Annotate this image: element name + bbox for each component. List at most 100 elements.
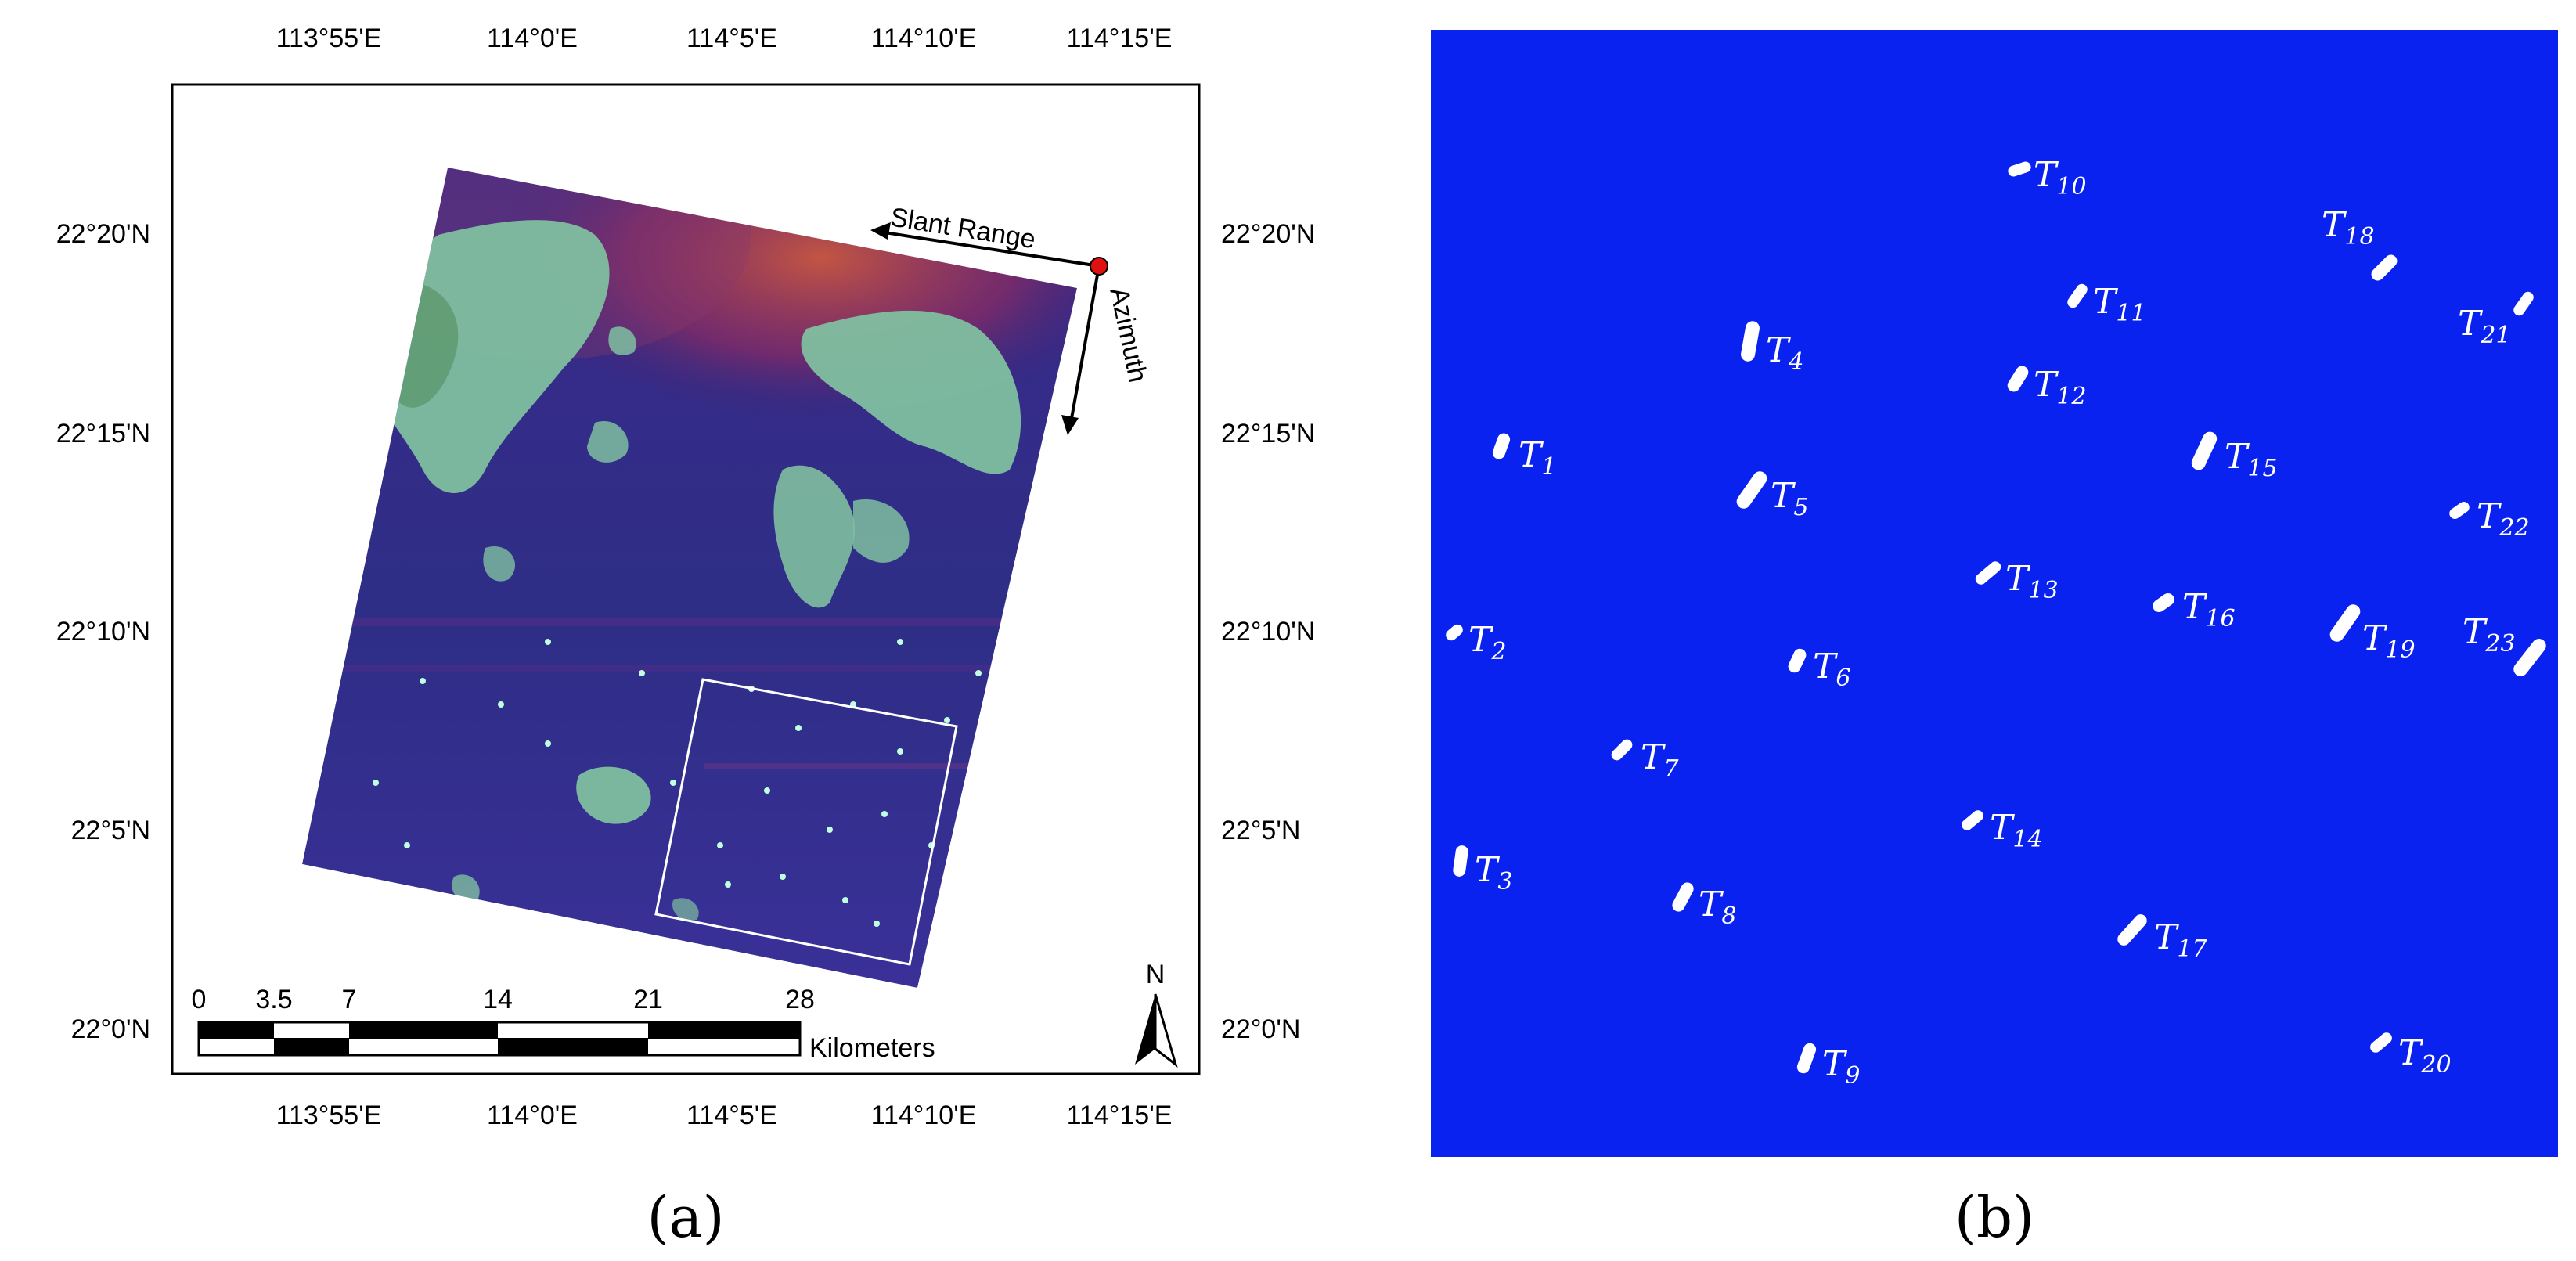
target-20: T20	[2370, 1032, 2452, 1079]
slant-range-arrow	[870, 222, 1100, 268]
lat-tick-left: 22°15'N	[56, 419, 150, 449]
target-label: T13	[2005, 559, 2059, 604]
satellite-origin-marker	[1090, 257, 1108, 276]
ship-blob	[2191, 431, 2218, 470]
azimuth-arrow	[1061, 265, 1101, 435]
target-label: T7	[1641, 737, 1679, 783]
scale-tick: 28	[785, 985, 815, 1014]
target-12: T12	[2007, 365, 2087, 410]
target-label: T11	[2093, 282, 2146, 327]
ship-blob	[2513, 291, 2534, 316]
ship-blob	[1446, 624, 1463, 641]
target-label: T9	[1822, 1044, 1860, 1090]
lon-tick-bottom: 114°10'E	[871, 1101, 977, 1130]
target-21: T21	[2458, 291, 2534, 349]
lat-tick-right: 22°10'N	[1221, 617, 1315, 647]
target-label: T21	[2458, 304, 2511, 349]
study-area-box	[654, 678, 958, 966]
north-arrow-icon	[1135, 993, 1178, 1068]
lon-tick-bottom: 113°55'E	[276, 1101, 382, 1130]
caption-a: (a)	[647, 1184, 724, 1250]
lon-tick-bottom: 114°0'E	[487, 1101, 578, 1130]
target-label: T20	[2398, 1033, 2452, 1079]
ship-blob	[2067, 283, 2088, 308]
ship-blob	[2449, 501, 2470, 520]
lat-tick-left: 22°5'N	[71, 816, 150, 845]
ship-blob	[1741, 321, 1760, 362]
panel-a: Slant Range Azimuth 113°55'E 114°0'E 114…	[56, 23, 1316, 1250]
target-13: T13	[1975, 559, 2059, 604]
ship-blob	[1611, 739, 1633, 761]
scale-bar	[197, 1021, 802, 1057]
ship-blob	[2117, 914, 2147, 946]
lat-tick-right: 22°20'N	[1221, 219, 1315, 249]
target-label: T1	[1519, 435, 1556, 481]
target-3: T3	[1453, 845, 1512, 895]
ship-blob	[2008, 161, 2031, 177]
sar-image	[302, 168, 1077, 988]
scale-tick: 14	[483, 985, 513, 1014]
ship-blob	[1796, 1043, 1817, 1074]
target-label: T22	[2477, 496, 2530, 542]
lat-tick-left: 22°20'N	[56, 219, 150, 249]
target-22: T22	[2449, 496, 2530, 542]
ship-blob	[1736, 471, 1767, 509]
lat-tick-left: 22°0'N	[71, 1014, 150, 1044]
scale-tick: 7	[342, 985, 357, 1014]
lon-tick-top: 114°10'E	[871, 23, 977, 53]
target-label: T23	[2463, 612, 2516, 658]
target-label: T14	[1990, 808, 2043, 853]
scale-tick: 0	[192, 985, 207, 1014]
ship-blob	[2513, 639, 2546, 676]
scale-unit-label: Kilometers	[809, 1033, 935, 1063]
target-label: T10	[2034, 155, 2087, 200]
ship-blob	[1492, 433, 1511, 459]
target-18: T18	[2322, 205, 2398, 281]
target-label: T5	[1771, 476, 1808, 521]
target-14: T14	[1962, 808, 2043, 853]
target-1: T1	[1492, 433, 1556, 481]
ship-blob	[2329, 604, 2361, 642]
lon-tick-bottom: 114°5'E	[686, 1101, 777, 1130]
lon-tick-top: 114°15'E	[1067, 23, 1173, 53]
target-label: T6	[1813, 647, 1850, 692]
lon-tick-bottom: 114°15'E	[1067, 1101, 1173, 1130]
lon-tick-top: 114°0'E	[487, 23, 578, 53]
target-19: T19	[2329, 604, 2416, 664]
target-label: T8	[1699, 885, 1736, 930]
lat-tick-right: 22°5'N	[1221, 816, 1300, 845]
lat-tick-left: 22°10'N	[56, 617, 150, 647]
target-6: T6	[1788, 647, 1850, 692]
caption-b: (b)	[1955, 1184, 2034, 1250]
lat-tick-right: 22°0'N	[1221, 1014, 1300, 1044]
ship-blob	[2153, 593, 2174, 613]
target-4: T4	[1741, 321, 1803, 376]
lon-tick-top: 113°55'E	[276, 23, 382, 53]
ship-blob	[1788, 648, 1807, 673]
target-label: T15	[2225, 437, 2278, 482]
detection-background	[1431, 30, 2558, 1157]
target-7: T7	[1611, 737, 1679, 783]
scale-tick: 3.5	[255, 985, 292, 1014]
target-label: T4	[1766, 330, 1803, 376]
north-label: N	[1146, 960, 1166, 989]
target-10: T10	[2008, 155, 2087, 200]
ship-blob	[2371, 254, 2398, 281]
lat-tick-right: 22°15'N	[1221, 419, 1315, 449]
target-label: T16	[2182, 587, 2236, 632]
target-label: T12	[2034, 365, 2087, 410]
target-11: T11	[2067, 282, 2146, 327]
target-15: T15	[2191, 431, 2278, 482]
target-23: T23	[2463, 612, 2546, 676]
lon-tick-top: 114°5'E	[686, 23, 777, 53]
target-9: T9	[1796, 1043, 1860, 1090]
ship-blob	[1962, 810, 1983, 830]
ship-blob	[1975, 561, 2001, 585]
target-5: T5	[1736, 471, 1808, 521]
target-17: T17	[2117, 914, 2207, 963]
target-label: T2	[1468, 620, 1506, 665]
target-label: T18	[2322, 205, 2375, 250]
